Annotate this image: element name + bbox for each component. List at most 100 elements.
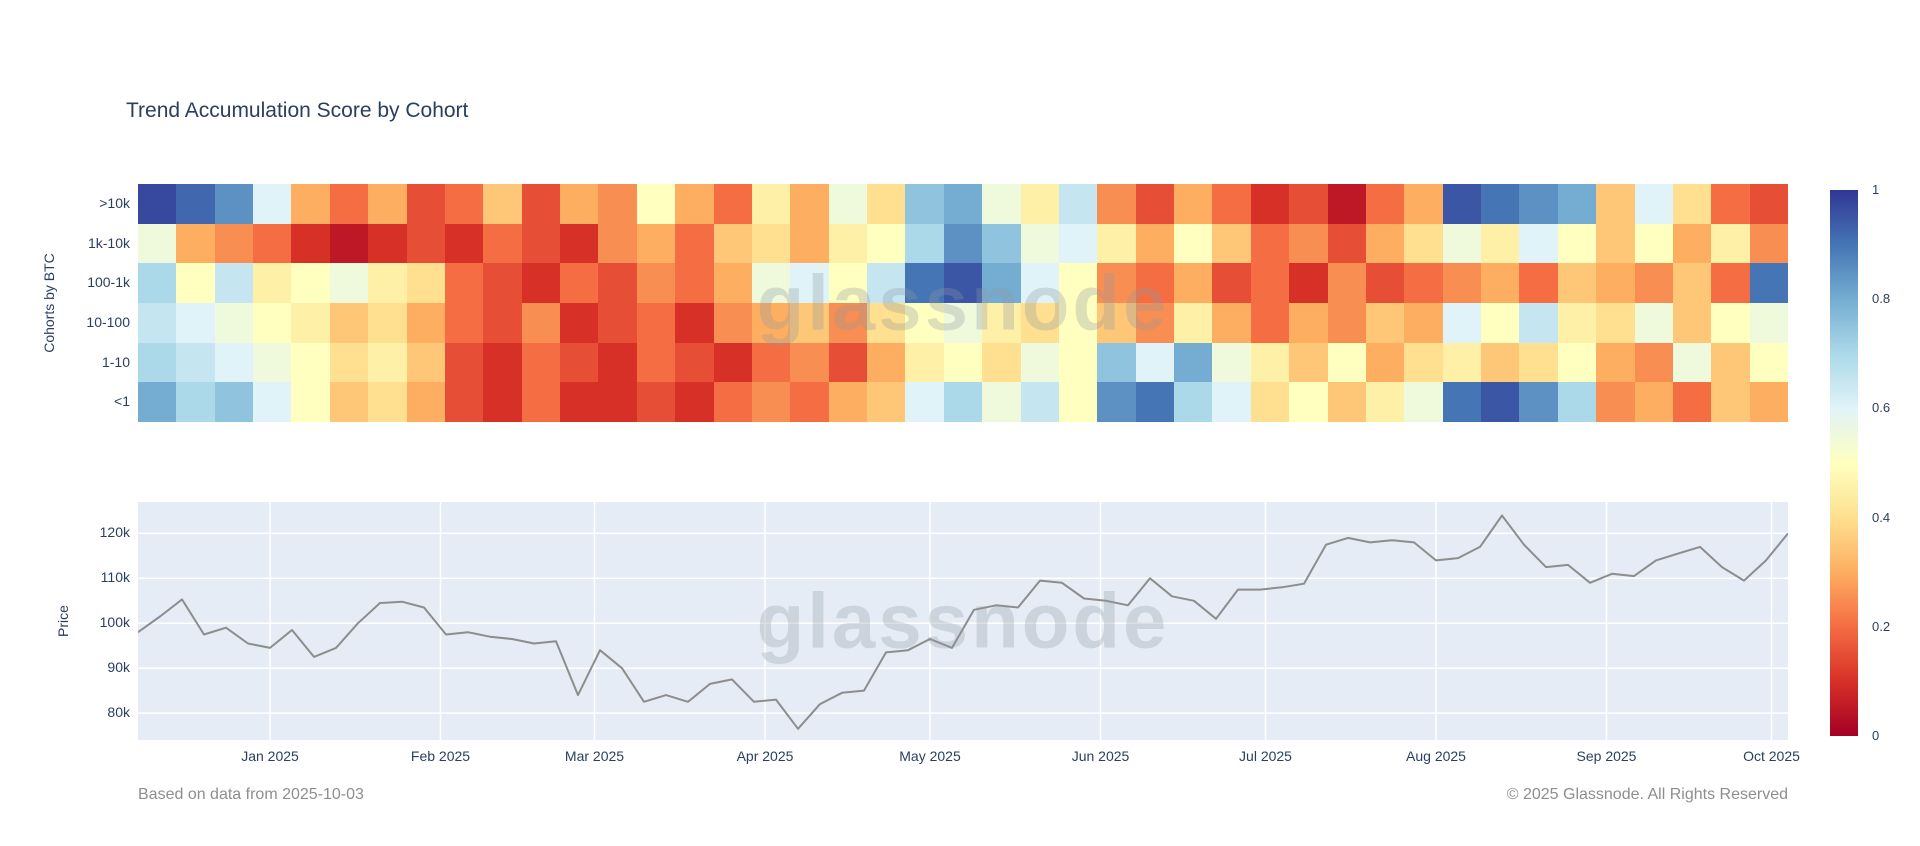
heatmap-cell (713, 382, 752, 422)
heatmap-cell (1404, 382, 1443, 422)
colorbar-tick-label: 0.8 (1872, 291, 1891, 307)
heatmap-cell (176, 184, 215, 224)
heatmap-cell (253, 263, 292, 303)
heatmap-cell (751, 303, 791, 343)
colorbar-tick-label: 0.6 (1872, 400, 1891, 416)
heatmap-cell (675, 223, 714, 264)
heatmap-cell (982, 184, 1021, 224)
heatmap-cell (982, 223, 1021, 264)
heatmap-cell (444, 223, 484, 264)
heatmap-cell (1481, 184, 1520, 224)
heatmap-cell (214, 342, 254, 383)
price-y-tick-label: 110k (100, 569, 130, 586)
heatmap-cell (1212, 303, 1251, 343)
heatmap-cell (1058, 342, 1098, 383)
heatmap-cell (1327, 382, 1366, 422)
heatmap-cell (1596, 263, 1635, 303)
heatmap-cell (1212, 342, 1251, 383)
heatmap-cell (790, 303, 829, 343)
heatmap-cell (598, 303, 637, 343)
heatmap-cell (1711, 382, 1750, 422)
heatmap-cell (905, 263, 944, 303)
heatmap-cell (675, 263, 714, 303)
heatmap-cell (253, 223, 292, 264)
heatmap-cell (1212, 184, 1251, 224)
heatmap-cell (483, 342, 522, 383)
heatmap-cell (943, 342, 983, 383)
heatmap-cell (1672, 263, 1712, 303)
heatmap-cell (1327, 342, 1366, 383)
heatmap-cell (521, 263, 561, 303)
heatmap-cell (521, 223, 561, 264)
heatmap-cell (943, 223, 983, 264)
heatmap-cell (828, 303, 868, 343)
heatmap-cell (598, 184, 637, 224)
heatmap-cell (905, 184, 944, 224)
heatmap-cell (1365, 263, 1405, 303)
heatmap-cell (138, 184, 177, 224)
heatmap-cell (1135, 342, 1175, 383)
heatmap-cell (1174, 223, 1213, 264)
accumulation-heatmap[interactable] (138, 184, 1788, 422)
heatmap-cell (176, 382, 215, 422)
price-plot-background (138, 502, 1788, 740)
heatmap-cell (751, 382, 791, 422)
heatmap-cell (1749, 382, 1788, 422)
heatmap-cell (1135, 382, 1175, 422)
heatmap-cell (598, 342, 637, 383)
heatmap-cell (1058, 184, 1098, 224)
heatmap-cell (1289, 342, 1328, 383)
heatmap-cell (790, 263, 829, 303)
heatmap-cell (253, 303, 292, 343)
heatmap-cell (1250, 184, 1290, 224)
heatmap-cell (1557, 342, 1597, 383)
heatmap-cell (867, 223, 906, 264)
heatmap-cell (1404, 223, 1443, 264)
heatmap-cell (560, 303, 599, 343)
heatmap-cell (1020, 184, 1059, 224)
heatmap-cell (560, 184, 599, 224)
heatmap-row-label: >10k (99, 194, 130, 211)
heatmap-cell (1672, 184, 1712, 224)
heatmap-cell (521, 184, 561, 224)
heatmap-cell (521, 303, 561, 343)
heatmap-cell (444, 342, 484, 383)
price-line-chart[interactable] (138, 502, 1788, 740)
heatmap-cell (598, 382, 637, 422)
heatmap-cell (329, 223, 369, 264)
heatmap-cell (1289, 263, 1328, 303)
heatmap-cell (790, 184, 829, 224)
heatmap-cell (176, 303, 215, 343)
heatmap-cell (943, 382, 983, 422)
heatmap-cell (1250, 263, 1290, 303)
heatmap-row-label: <1 (114, 393, 130, 410)
heatmap-cell (790, 342, 829, 383)
heatmap-cell (1020, 342, 1059, 383)
heatmap-cell (1749, 184, 1788, 224)
heatmap-cell (982, 382, 1021, 422)
heatmap-cell (521, 382, 561, 422)
heatmap-cell (1519, 342, 1558, 383)
heatmap-cell (406, 303, 445, 343)
colorbar-tick-label: 0 (1872, 728, 1880, 743)
heatmap-cell (1404, 184, 1443, 224)
x-axis-tick-label: Feb 2025 (410, 748, 471, 764)
heatmap-cell (1404, 263, 1443, 303)
heatmap-cell (1404, 342, 1443, 383)
heatmap-cell (406, 184, 445, 224)
heatmap-cell (1289, 223, 1328, 264)
heatmap-cell (751, 223, 791, 264)
heatmap-cell (1519, 184, 1558, 224)
heatmap-cell (1097, 382, 1136, 422)
heatmap-cell (713, 184, 752, 224)
heatmap-cell (828, 382, 868, 422)
heatmap-cell (1519, 303, 1558, 343)
heatmap-cell (1327, 184, 1366, 224)
heatmap-cell (1557, 223, 1597, 264)
heatmap-cell (751, 184, 791, 224)
heatmap-cell (636, 382, 676, 422)
heatmap-cell (1365, 382, 1405, 422)
heatmap-cell (751, 342, 791, 383)
price-y-tick-label: 100k (99, 614, 130, 631)
heatmap-cell (867, 184, 906, 224)
